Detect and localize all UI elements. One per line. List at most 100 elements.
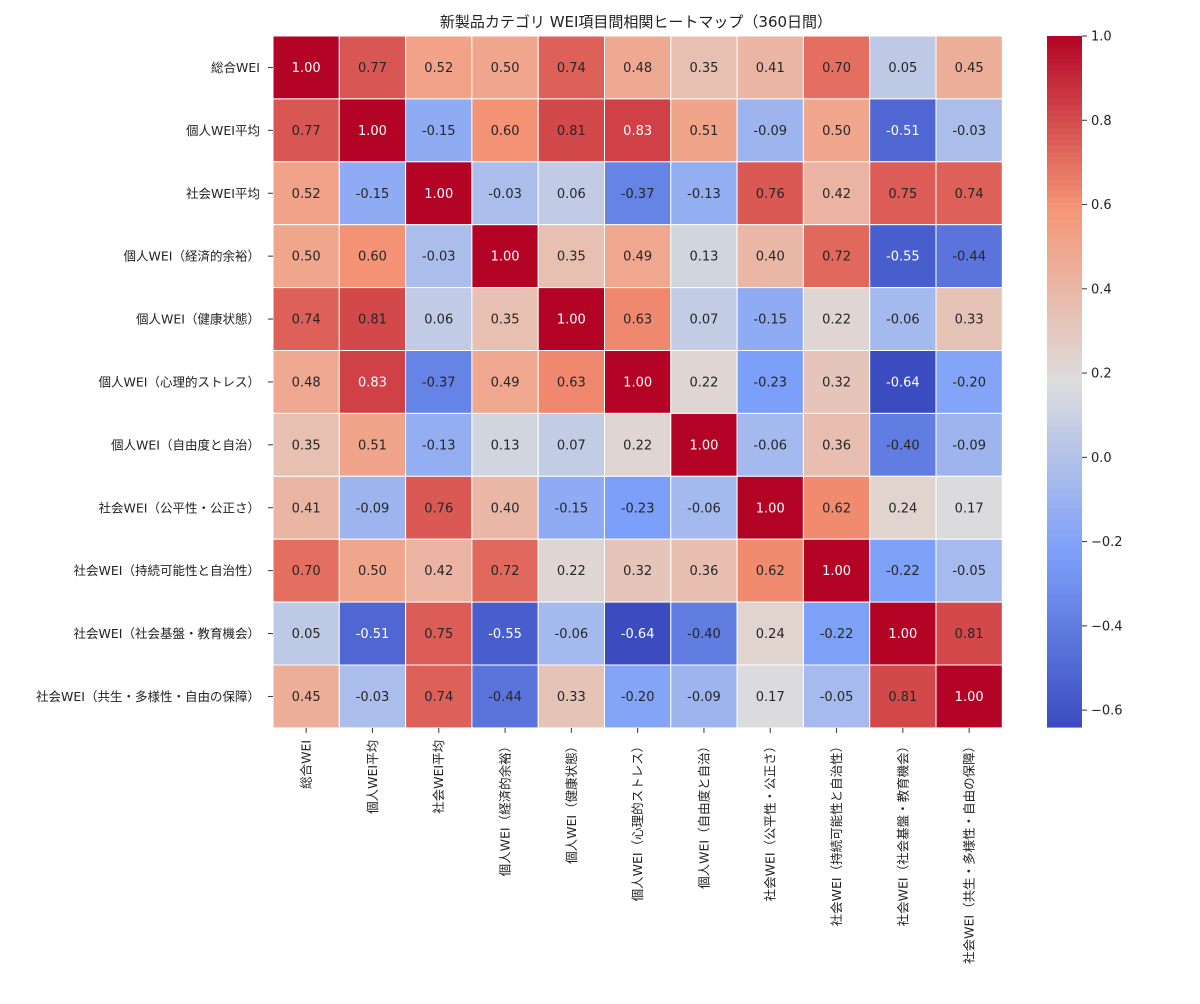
cell-value-label: 0.83 <box>623 124 652 139</box>
colorbar-segment <box>1047 300 1082 308</box>
colorbar-segment <box>1047 444 1082 452</box>
cell-value-label: 1.00 <box>756 501 785 516</box>
colorbar-segment <box>1047 375 1082 383</box>
colorbar-segment <box>1047 393 1082 400</box>
cell-value-label: 0.24 <box>888 501 917 516</box>
heatmap-cell <box>935 161 1003 226</box>
heatmap-cell <box>471 601 539 666</box>
y-tick-label: 個人WEI（心理的ストレス） <box>99 374 260 389</box>
colorbar-segment <box>1047 231 1082 239</box>
cell-value-label: 0.13 <box>491 438 520 453</box>
heatmap-cell <box>604 224 672 289</box>
colorbar-segment <box>1047 513 1082 521</box>
colorbar-segment <box>1047 185 1082 193</box>
heatmap-cell <box>338 287 407 352</box>
colorbar-tick-label: 0.6 <box>1091 198 1112 213</box>
colorbar-segment <box>1047 629 1082 636</box>
y-tick-label: 個人WEI（健康状態） <box>136 312 260 327</box>
cell-value-label: 1.00 <box>358 124 387 139</box>
cell-value-label: 0.42 <box>822 187 851 202</box>
heatmap-cell <box>405 664 473 729</box>
heatmap-cell <box>736 412 804 477</box>
colorbar-segment <box>1047 565 1082 573</box>
colorbar-tick-label: 0.0 <box>1091 451 1112 466</box>
colorbar-segment <box>1047 686 1082 694</box>
cell-value-label: 0.60 <box>358 250 387 265</box>
colorbar-segment <box>1047 571 1082 578</box>
colorbar-segment <box>1047 364 1082 371</box>
colorbar-segment <box>1047 151 1082 158</box>
cell-value-label: 0.36 <box>689 564 718 579</box>
heatmap-cell <box>272 161 340 226</box>
cell-value-label: 0.05 <box>292 627 321 642</box>
heatmap-cell <box>604 601 672 666</box>
cell-value-label: 0.81 <box>955 627 984 642</box>
heatmap-cell <box>471 35 539 100</box>
cell-value-label: 0.81 <box>557 124 586 139</box>
colorbar-segment <box>1047 698 1082 705</box>
heatmap-cell <box>802 98 871 163</box>
cell-value-label: 0.49 <box>623 250 652 265</box>
cell-value-label: -0.09 <box>753 124 787 139</box>
colorbar-segment <box>1047 594 1082 601</box>
colorbar-segment <box>1047 254 1082 262</box>
cell-value-label: 0.50 <box>292 250 321 265</box>
cell-value-label: 0.45 <box>292 690 321 705</box>
heatmap-cell <box>670 161 738 226</box>
colorbar-tick-label: −0.6 <box>1091 704 1123 719</box>
cell-value-label: 0.50 <box>822 124 851 139</box>
cell-value-label: 0.51 <box>689 124 718 139</box>
cell-value-label: 0.74 <box>557 61 586 76</box>
heatmap-cell <box>869 538 937 603</box>
heatmap-cell <box>338 412 407 477</box>
colorbar-segment <box>1047 462 1082 469</box>
cell-value-label: 0.49 <box>491 375 520 390</box>
cell-value-label: 1.00 <box>623 375 652 390</box>
y-tick-label: 社会WEI（共生・多様性・自由の保障） <box>36 689 260 704</box>
heatmap-cell <box>471 412 539 477</box>
heatmap-cell <box>935 350 1003 414</box>
colorbar-segment <box>1047 87 1082 95</box>
colorbar-segment <box>1047 59 1082 66</box>
heatmap-cell <box>604 287 672 352</box>
colorbar-segment <box>1047 640 1082 647</box>
cell-value-label: 0.06 <box>557 187 586 202</box>
heatmap-cell <box>604 475 672 540</box>
colorbar-segment <box>1047 197 1082 204</box>
colorbar-segment <box>1047 536 1082 544</box>
heatmap-cell <box>272 350 340 414</box>
colorbar-segment <box>1047 36 1082 43</box>
cell-value-label: -0.20 <box>621 690 655 705</box>
colorbar-segment <box>1047 47 1082 54</box>
colorbar-tick-label: 0.2 <box>1091 367 1112 382</box>
heatmap-cell <box>338 475 407 540</box>
cell-value-label: 0.22 <box>623 438 652 453</box>
colorbar-segment <box>1047 145 1082 152</box>
heatmap-cell <box>802 664 871 729</box>
colorbar-segment <box>1047 496 1082 504</box>
cell-value-label: -0.06 <box>555 627 589 642</box>
heatmap-cell <box>802 412 871 477</box>
colorbar-segment <box>1047 133 1082 141</box>
colorbar-segment <box>1047 93 1082 100</box>
cell-value-label: 0.07 <box>557 438 586 453</box>
colorbar-segment <box>1047 220 1082 227</box>
heatmap-cell <box>604 350 672 414</box>
colorbar-segment <box>1047 554 1082 561</box>
y-tick-label: 社会WEI（持続可能性と自治性） <box>74 563 260 578</box>
cell-value-label: 1.00 <box>424 187 453 202</box>
cell-value-label: -0.40 <box>886 438 920 453</box>
colorbar-segment <box>1047 721 1082 728</box>
colorbar-segment <box>1047 64 1082 72</box>
heatmap-cell <box>537 287 606 352</box>
colorbar-segment <box>1047 606 1082 613</box>
cell-value-label: 0.06 <box>424 313 453 328</box>
y-tick-label: 個人WEI（経済的余裕） <box>124 249 260 264</box>
colorbar-segment <box>1047 416 1082 423</box>
colorbar-segment <box>1047 335 1082 342</box>
colorbar-segment <box>1047 502 1082 509</box>
cell-value-label: 0.74 <box>955 187 984 202</box>
x-axis-tick-labels: 総合WEI 個人WEI平均 社会WEI平均 個人WEI（経済的余裕） 個人WEI（健康状… <box>299 727 977 964</box>
heatmap-cell <box>471 538 539 603</box>
